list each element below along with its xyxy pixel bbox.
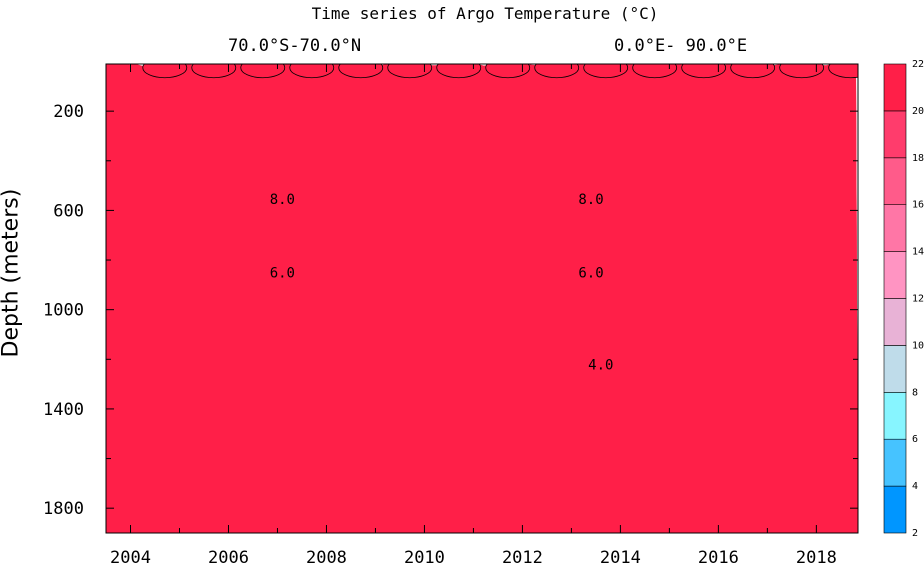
colorbar-label: 22: [912, 59, 924, 70]
region-longitude-label: 0.0°E- 90.0°E: [614, 36, 748, 56]
seasonal-warm-cell: [583, 64, 629, 79]
x-tick-label: 2014: [600, 548, 641, 568]
colorbar-label: 12: [912, 294, 924, 305]
colorbar-swatch: [883, 298, 907, 346]
x-tick-label: 2018: [796, 548, 837, 568]
colorbar-swatch: [883, 63, 907, 112]
seasonal-warm-cell: [387, 64, 433, 79]
seasonal-warm-cell: [534, 64, 580, 79]
colorbar-label: 4: [912, 481, 918, 492]
y-tick-label: 1000: [43, 301, 84, 321]
colorbar-label: 16: [912, 200, 924, 211]
contour-label: 4.0: [588, 357, 613, 373]
seasonal-warm-cell: [142, 64, 188, 79]
seasonal-warm-cell: [289, 64, 335, 79]
region-latitude-label: 70.0°S-70.0°N: [228, 36, 362, 56]
colorbar-swatch: [883, 110, 907, 159]
seasonal-warm-cell: [779, 64, 825, 79]
contour-label: 8.0: [270, 192, 295, 208]
seasonal-warm-cell: [436, 64, 482, 79]
band-20-22: [106, 64, 858, 533]
colorbar-label: 18: [912, 153, 924, 164]
colorbar-swatch: [883, 345, 907, 393]
plot-frame: [105, 63, 859, 534]
x-tick-label: 2010: [404, 548, 445, 568]
chart-title: Time series of Argo Temperature (°C): [311, 4, 659, 23]
colorbar-label: 8: [912, 387, 918, 398]
x-tick-label: 2008: [306, 548, 347, 568]
contour-label: 6.0: [270, 265, 295, 281]
seasonal-warm-cell: [730, 64, 776, 79]
seasonal-warm-cell: [240, 64, 286, 79]
colorbar-swatch: [883, 251, 907, 299]
colorbar-swatch: [883, 485, 907, 534]
plot-area: 8.0 8.0 6.0 6.0 4.0: [106, 64, 858, 533]
seasonal-warm-cell: [485, 64, 531, 79]
colorbar-swatch: [883, 157, 907, 206]
x-tick-label: 2016: [698, 548, 739, 568]
seasonal-warm-cell: [338, 64, 384, 79]
x-tick-label: 2012: [502, 548, 543, 568]
seasonal-warm-cell: [632, 64, 678, 79]
x-tick-label: 2006: [208, 548, 249, 568]
colorbar-label: 6: [912, 434, 918, 445]
colorbar-label: 20: [912, 106, 924, 117]
y-tick-label: 1400: [43, 400, 84, 420]
colorbar-swatch: [883, 204, 907, 252]
colorbar-label: 14: [912, 247, 924, 258]
y-tick-label: 600: [53, 201, 84, 221]
y-tick-label: 200: [53, 102, 84, 122]
seasonal-warm-cell: [681, 64, 727, 79]
x-tick-label: 2004: [110, 548, 151, 568]
colorbar-label: 2: [912, 528, 918, 539]
colorbar-label: 10: [912, 340, 924, 351]
contour-label: 8.0: [578, 192, 603, 208]
seasonal-warm-cell: [828, 64, 858, 79]
contour-label: 6.0: [578, 265, 603, 281]
seasonal-warm-cell: [191, 64, 237, 79]
y-tick-label: 1800: [43, 499, 84, 519]
colorbar-swatch: [883, 391, 907, 440]
colorbar-swatch: [883, 438, 907, 487]
